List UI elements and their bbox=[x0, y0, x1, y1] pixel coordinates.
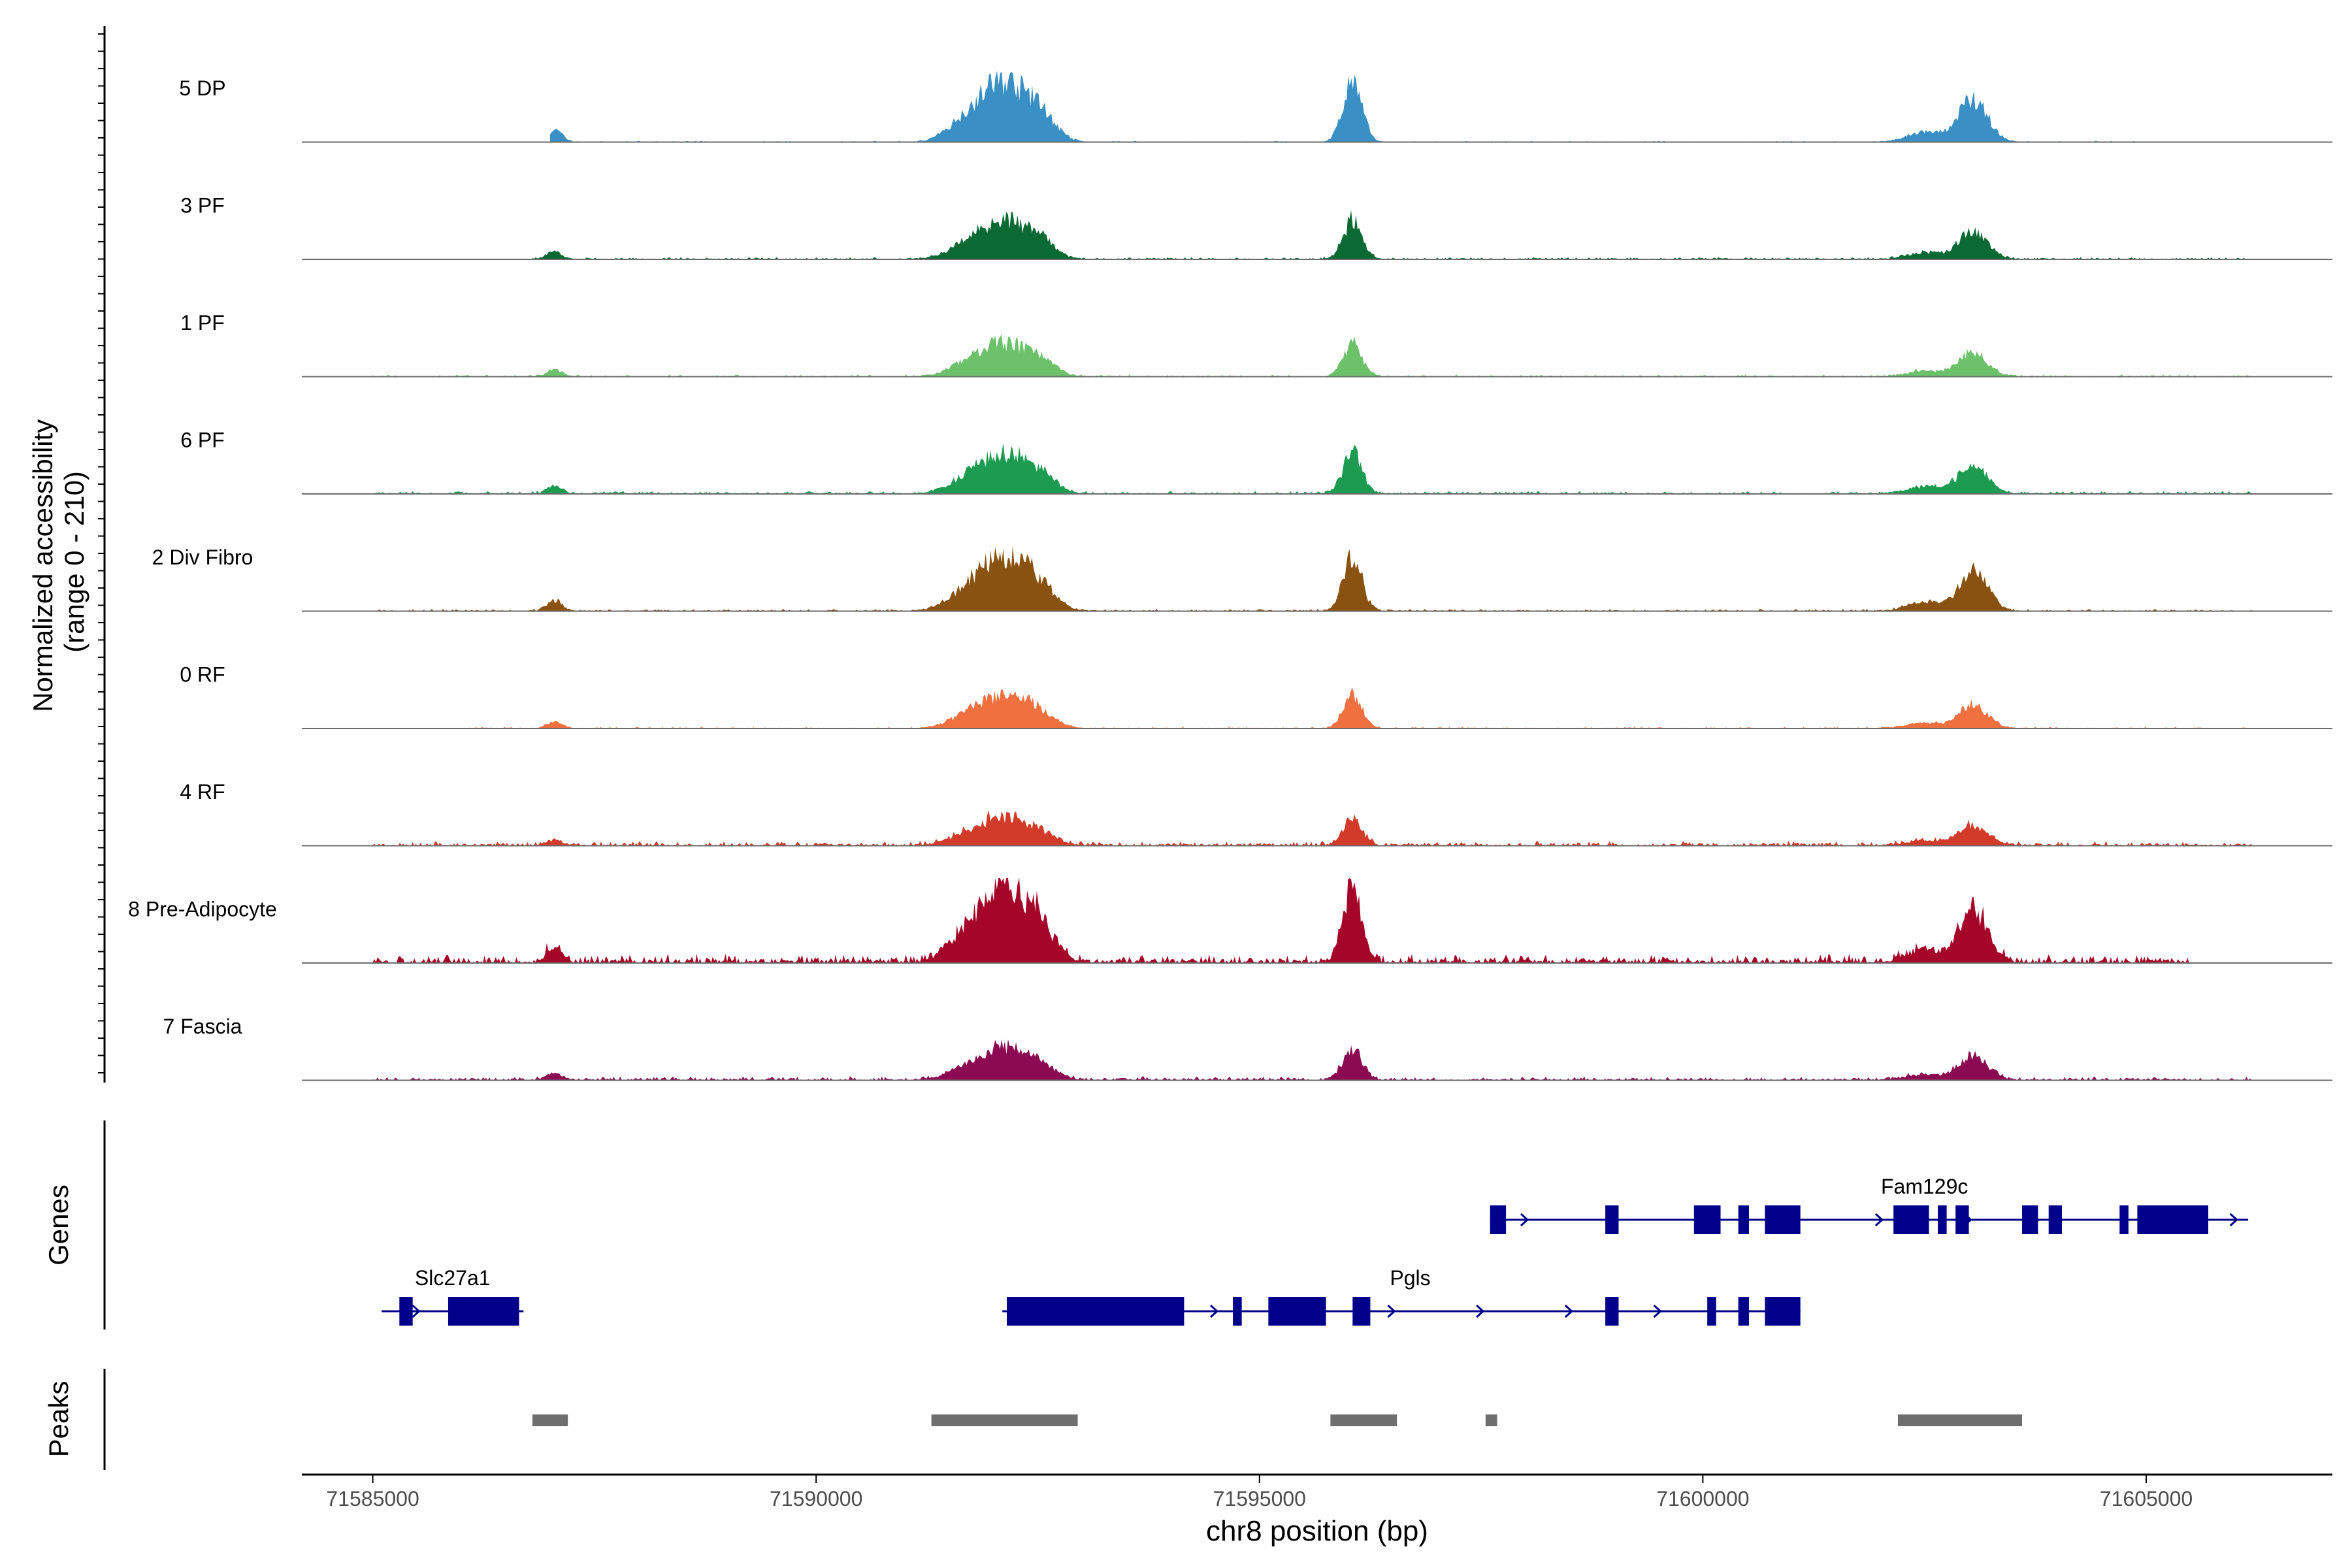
x-tick-label: 71600000 bbox=[1656, 1487, 1749, 1511]
peak-bar bbox=[931, 1414, 1078, 1426]
exon bbox=[399, 1297, 413, 1326]
x-axis-title: chr8 position (bp) bbox=[1206, 1515, 1428, 1547]
exon bbox=[1938, 1205, 1947, 1234]
coverage-tracks: 5 DP 3 PF 1 PF 6 PF 2 Div Fibro 0 RF 4 RF 8 Pre… bbox=[128, 71, 2332, 1081]
exon bbox=[1605, 1297, 1619, 1326]
exon bbox=[2119, 1205, 2129, 1234]
exon bbox=[1233, 1297, 1242, 1326]
peak-bar bbox=[1485, 1414, 1497, 1426]
exon bbox=[1605, 1205, 1619, 1234]
coverage-area bbox=[372, 335, 2253, 377]
peaks-panel: Peaks bbox=[43, 1369, 2022, 1470]
exon bbox=[2048, 1205, 2063, 1234]
strand-arrow bbox=[1653, 1304, 1662, 1318]
coverage-area bbox=[372, 1039, 2253, 1081]
exon bbox=[1893, 1205, 1929, 1234]
peak-bar bbox=[1897, 1414, 2022, 1426]
track-5-dp: 5 DP bbox=[179, 71, 2332, 143]
genes-panel: Genes Fam129c Slc27a1 Pgls bbox=[43, 1120, 2249, 1330]
strand-arrow bbox=[1209, 1304, 1219, 1318]
coverage-area bbox=[461, 687, 2253, 728]
strand-arrow bbox=[1874, 1213, 1884, 1227]
exon bbox=[1738, 1297, 1749, 1326]
x-tick-label: 71590000 bbox=[770, 1487, 862, 1511]
exon bbox=[1693, 1205, 1721, 1234]
coverage-area bbox=[372, 878, 2191, 963]
exon bbox=[1955, 1205, 1969, 1234]
x-tick-label: 71605000 bbox=[2100, 1487, 2193, 1511]
exon bbox=[1765, 1205, 1801, 1234]
track-label: 6 PF bbox=[180, 428, 225, 451]
exon bbox=[2021, 1205, 2038, 1234]
track-label: 0 RF bbox=[180, 662, 225, 686]
track-3-pf: 3 PF bbox=[180, 193, 2332, 260]
exon bbox=[1352, 1297, 1371, 1326]
track-7-fascia: 7 Fascia bbox=[163, 1015, 2332, 1081]
exon bbox=[1765, 1297, 1801, 1326]
coverage-area bbox=[372, 810, 2253, 846]
y-axis-title-line2: (range 0 - 210) bbox=[59, 471, 90, 653]
strand-arrow bbox=[1520, 1213, 1529, 1227]
x-tick-label: 71585000 bbox=[326, 1487, 419, 1511]
track-6-pf: 6 PF bbox=[180, 428, 2332, 495]
strand-arrow bbox=[412, 1304, 421, 1318]
y-axis-title-line1: Normalized accessibility bbox=[27, 419, 58, 712]
peak-bar bbox=[532, 1414, 568, 1426]
coverage-area bbox=[372, 545, 2253, 612]
exon bbox=[2137, 1205, 2208, 1234]
strand-arrow bbox=[1387, 1304, 1396, 1318]
track-label: 7 Fascia bbox=[163, 1015, 242, 1038]
y-axis-title: Normalized accessibility (range 0 - 210) bbox=[27, 412, 90, 712]
peaks-title: Peaks bbox=[43, 1381, 74, 1458]
genes-title: Genes bbox=[43, 1184, 74, 1266]
track-label: 8 Pre-Adipocyte bbox=[128, 897, 277, 921]
x-tick-label: 71595000 bbox=[1213, 1487, 1306, 1511]
track-label: 5 DP bbox=[179, 76, 225, 100]
track-label: 3 PF bbox=[180, 193, 225, 217]
coverage-area bbox=[532, 210, 2253, 259]
exon bbox=[1707, 1297, 1716, 1326]
track-8-pre-adipocyte: 8 Pre-Adipocyte bbox=[128, 878, 2332, 964]
track-label: 4 RF bbox=[180, 780, 225, 804]
x-axis: 71585000 71590000 71595000 71600000 71605000 bbox=[302, 1473, 2332, 1511]
strand-arrow bbox=[1564, 1304, 1574, 1318]
gene-label: Slc27a1 bbox=[415, 1266, 491, 1290]
track-2-div-fibro: 2 Div Fibro bbox=[152, 545, 2332, 612]
coverage-area bbox=[372, 443, 2253, 494]
track-label: 2 Div Fibro bbox=[152, 546, 253, 569]
coverage-y-axis bbox=[98, 26, 106, 1083]
track-4-rf: 4 RF bbox=[180, 780, 2332, 847]
exon bbox=[448, 1297, 519, 1326]
strand-arrow bbox=[2229, 1213, 2238, 1227]
exon bbox=[1738, 1205, 1749, 1234]
coverage-area bbox=[550, 71, 2146, 142]
exon bbox=[1268, 1297, 1326, 1326]
track-1-pf: 1 PF bbox=[180, 311, 2332, 378]
gene-slc27a1: Slc27a1 bbox=[382, 1266, 524, 1326]
peak-bar bbox=[1330, 1414, 1397, 1426]
gene-pgls: Pgls bbox=[1002, 1266, 1801, 1326]
gene-label: Pgls bbox=[1390, 1266, 1430, 1290]
exon bbox=[1006, 1297, 1184, 1326]
gene-fam129c: Fam129c bbox=[1490, 1175, 2249, 1234]
track-0-rf: 0 RF bbox=[180, 662, 2332, 729]
exon bbox=[1490, 1205, 1507, 1234]
track-label: 1 PF bbox=[180, 311, 225, 335]
gene-label: Fam129c bbox=[1881, 1175, 1968, 1198]
strand-arrow bbox=[1476, 1304, 1485, 1318]
